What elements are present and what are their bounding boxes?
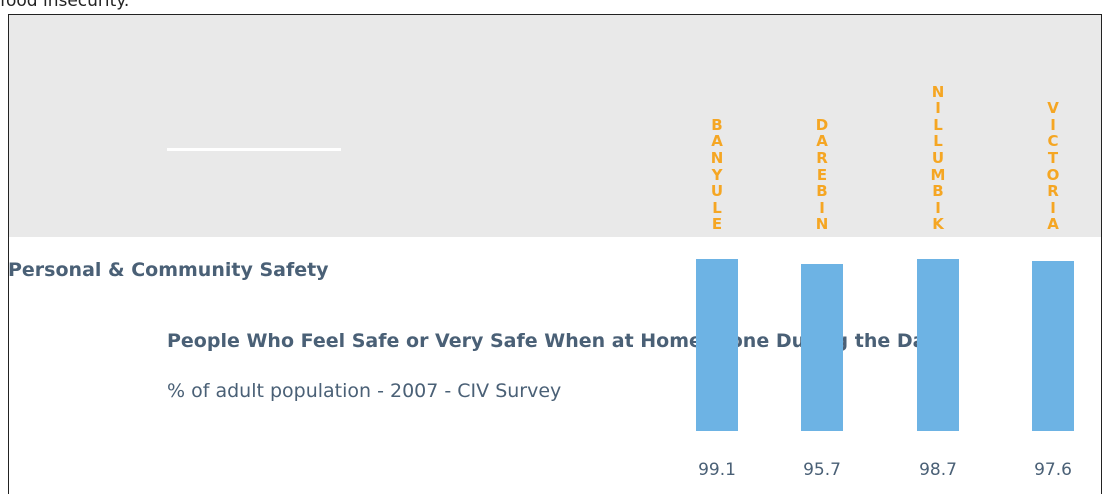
column-header-letter: E: [816, 165, 828, 184]
column-header-letter: R: [1047, 182, 1059, 201]
value-label-darebin: 95.7: [803, 460, 841, 480]
column-header-letter: R: [816, 148, 828, 167]
column-header-letter: I: [935, 99, 941, 118]
column-header-letter: V: [1047, 99, 1059, 118]
column-header-letter: N: [815, 215, 829, 234]
value-label-banyule: 99.1: [698, 460, 736, 480]
column-header-letter: I: [819, 198, 825, 217]
column-header-letter: O: [1046, 165, 1060, 184]
bar-banyule: [696, 259, 738, 431]
value-label-nillumbik: 98.7: [919, 460, 957, 480]
column-header-letter: A: [711, 132, 723, 151]
header-rule: [167, 148, 341, 151]
table-frame: [8, 14, 1102, 494]
value-label-victoria: 97.6: [1034, 460, 1072, 480]
column-header-letter: C: [1047, 132, 1059, 151]
column-header-letter: L: [933, 115, 943, 134]
column-header-letter: B: [711, 115, 723, 134]
bar-victoria: [1032, 261, 1074, 431]
column-header-letter: I: [935, 198, 941, 217]
column-header-letter: Y: [711, 165, 723, 184]
indicator-subtitle: % of adult population - 2007 - CIV Surve…: [167, 380, 562, 402]
column-header-letter: L: [712, 198, 722, 217]
column-header-letter: U: [931, 148, 945, 167]
column-header-letter: U: [710, 182, 724, 201]
column-header-letter: K: [932, 215, 944, 234]
column-header-letter: I: [1050, 115, 1056, 134]
category-label: Personal & Community Safety: [8, 259, 329, 281]
bar-nillumbik: [917, 259, 959, 431]
column-header-letter: M: [930, 165, 946, 184]
column-header-letter: N: [710, 148, 724, 167]
column-header-letter: A: [1047, 215, 1059, 234]
column-header-letter: D: [815, 115, 829, 134]
column-header-letter: T: [1047, 148, 1059, 167]
indicator-title: People Who Feel Safe or Very Safe When a…: [167, 330, 938, 352]
column-header-letter: I: [1050, 198, 1056, 217]
column-header-letter: B: [932, 182, 944, 201]
column-header-letter: A: [816, 132, 828, 151]
intro-text-fragment: food insecurity.: [0, 0, 130, 11]
column-header-letter: B: [816, 182, 828, 201]
bar-darebin: [801, 264, 843, 431]
column-header-letter: L: [933, 132, 943, 151]
column-header-letter: N: [931, 82, 945, 101]
header-band: [9, 15, 1101, 237]
column-header-letter: E: [711, 215, 723, 234]
